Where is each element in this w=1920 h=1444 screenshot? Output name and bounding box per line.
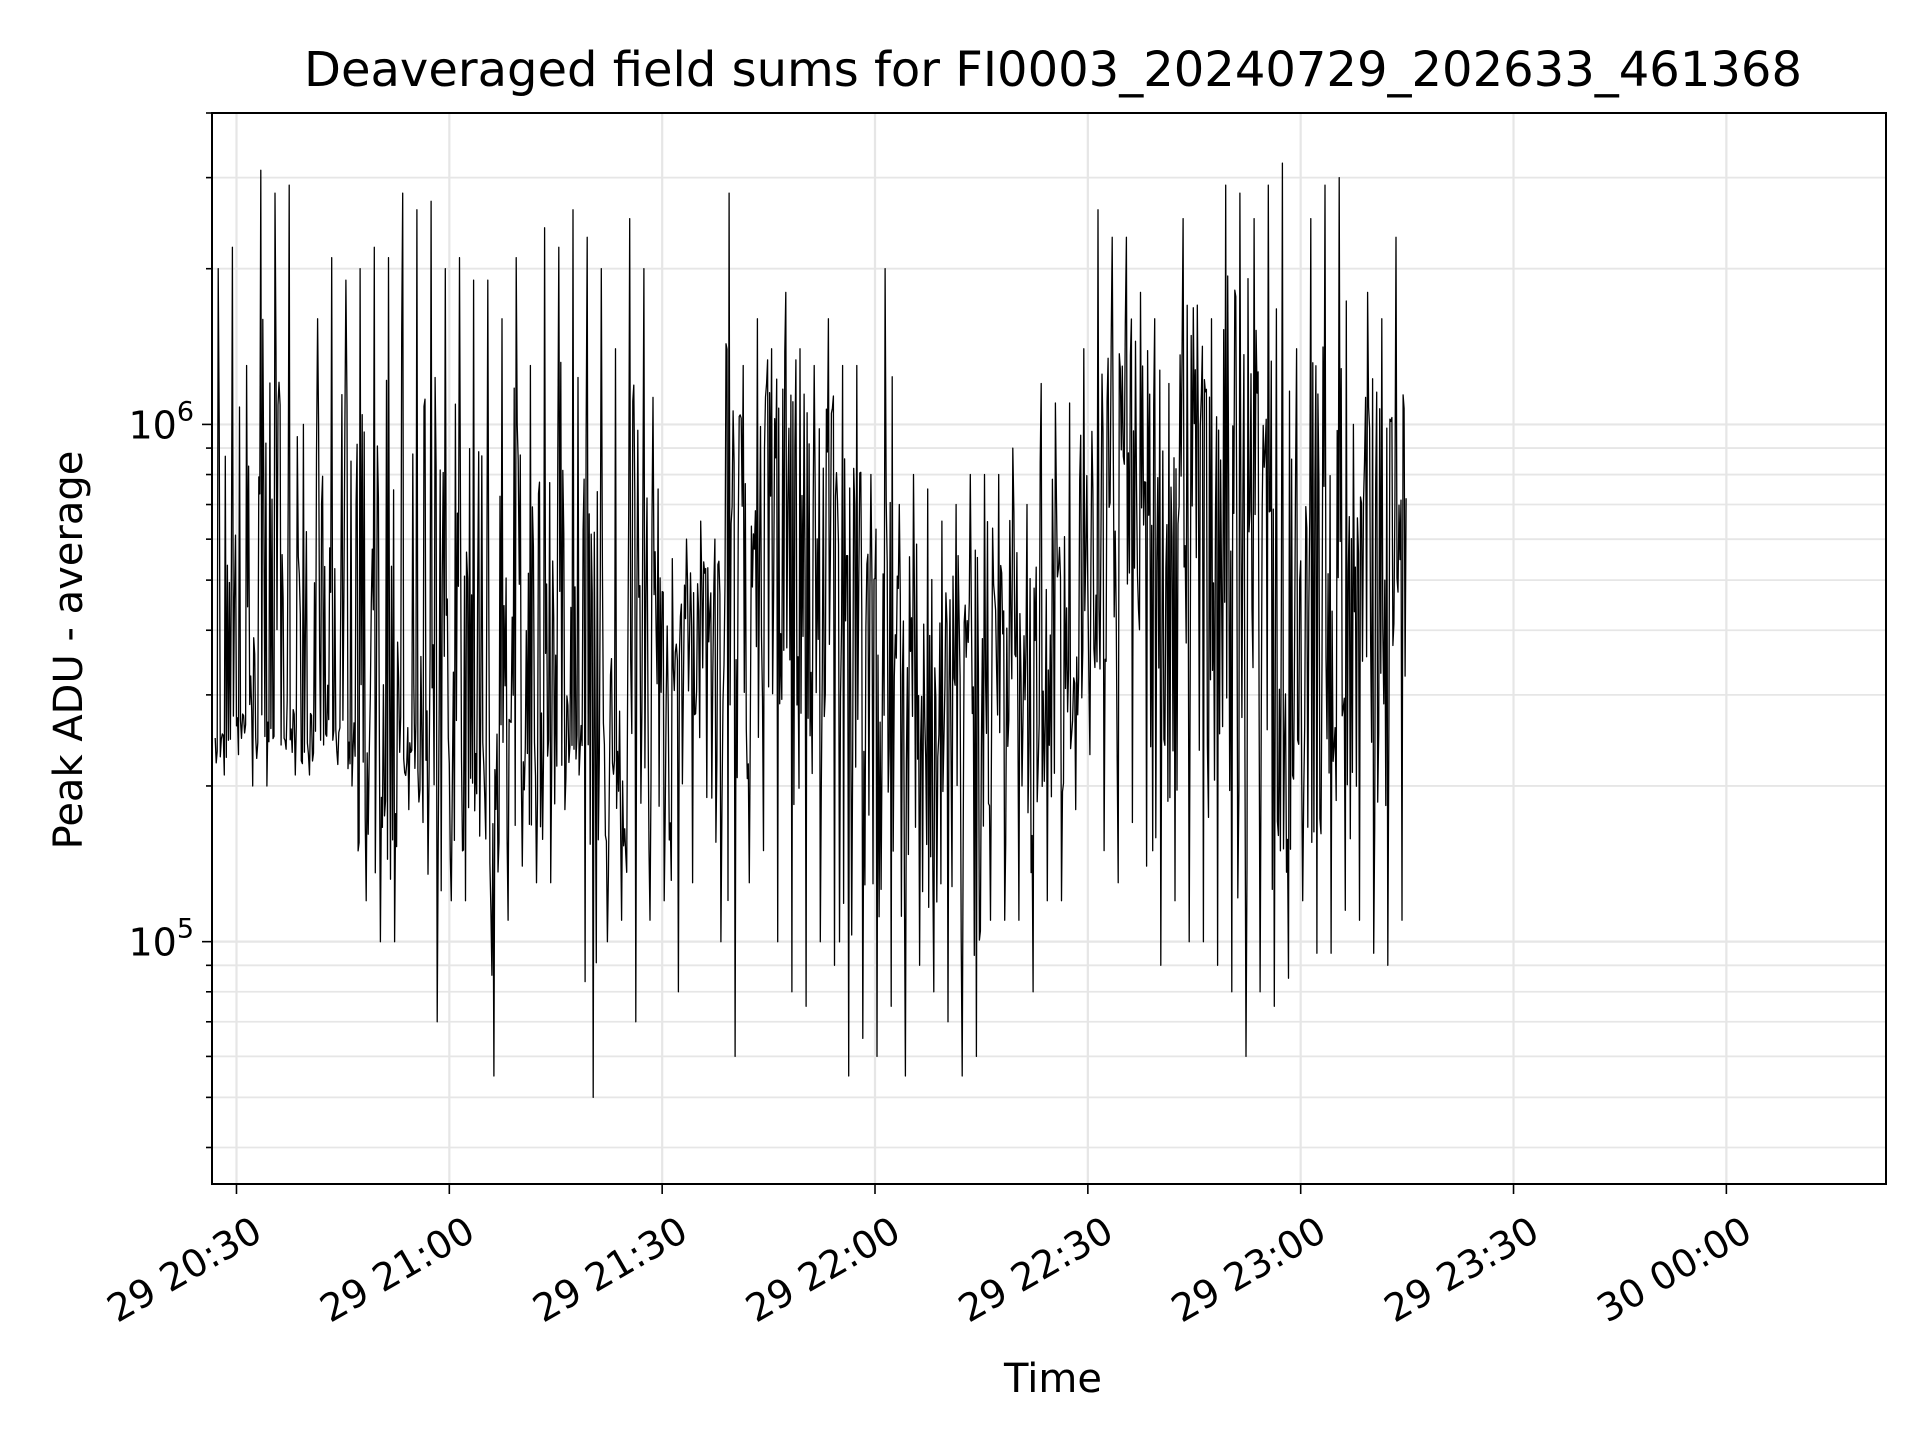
- y-tick-label-base: 10: [128, 921, 176, 965]
- plot-frame: [211, 112, 1887, 1185]
- y-tick-label-base: 10: [128, 403, 176, 447]
- chart-title: Deaveraged field sums for FI0003_2024072…: [304, 42, 1802, 98]
- y-tick-label: 106: [128, 396, 194, 447]
- y-tick-label-exponent: 5: [177, 914, 194, 945]
- y-axis-label: Peak ADU - average: [46, 451, 92, 850]
- y-tick-label: 105: [128, 914, 194, 965]
- series-line-layer: [214, 162, 1407, 1099]
- x-axis-label: Time: [1003, 1356, 1102, 1402]
- series-line: [214, 162, 1407, 1099]
- y-tick-label-exponent: 6: [177, 396, 194, 427]
